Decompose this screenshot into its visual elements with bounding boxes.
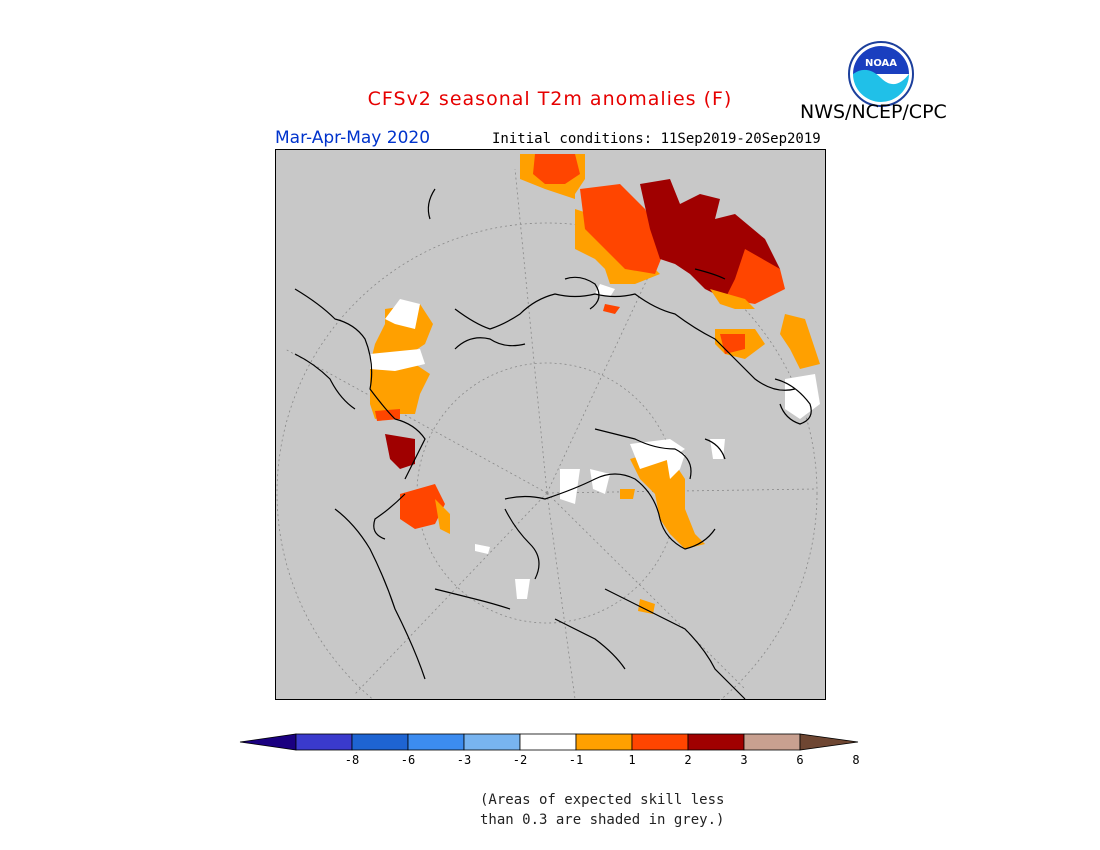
legend-bin-5 bbox=[519, 733, 577, 751]
noaa-logo-text: NOAA bbox=[865, 58, 897, 69]
legend-label-4: -1 bbox=[569, 753, 583, 767]
agency-label: NWS/NCEP/CPC bbox=[800, 101, 947, 123]
legend-bin-1 bbox=[295, 733, 353, 751]
legend-bin-9 bbox=[743, 733, 801, 751]
anomaly-shading bbox=[370, 154, 820, 614]
legend-bin-3 bbox=[407, 733, 465, 751]
legend-label-1: -6 bbox=[401, 753, 415, 767]
legend-bin-8 bbox=[687, 733, 745, 751]
legend-bin-4 bbox=[463, 733, 521, 751]
legend-bins bbox=[239, 733, 859, 751]
coastlines bbox=[294, 188, 812, 700]
legend-label-0: -8 bbox=[345, 753, 359, 767]
color-legend: -8 -6 -3 -2 -1 1 2 3 6 8 bbox=[239, 733, 860, 767]
legend-label-9: 8 bbox=[852, 753, 859, 767]
skill-note-line2: than 0.3 are shaded in grey.) bbox=[480, 812, 725, 828]
legend-label-5: 1 bbox=[628, 753, 635, 767]
legend-label-6: 2 bbox=[684, 753, 691, 767]
legend-label-2: -3 bbox=[457, 753, 471, 767]
season-label: Mar-Apr-May 2020 bbox=[275, 128, 431, 148]
legend-labels: -8 -6 -3 -2 -1 1 2 3 6 8 bbox=[345, 753, 860, 767]
legend-label-7: 3 bbox=[740, 753, 747, 767]
polar-map bbox=[275, 149, 826, 700]
legend-bin-10 bbox=[799, 733, 859, 751]
legend-bin-2 bbox=[351, 733, 409, 751]
legend-bin-6 bbox=[575, 733, 633, 751]
legend-label-3: -2 bbox=[513, 753, 527, 767]
map-title: CFSv2 seasonal T2m anomalies (F) bbox=[367, 88, 733, 110]
skill-note: (Areas of expected skill less than 0.3 a… bbox=[480, 790, 724, 830]
legend-bin-7 bbox=[631, 733, 689, 751]
noaa-logo: NOAA bbox=[848, 41, 914, 107]
legend-label-8: 6 bbox=[796, 753, 803, 767]
skill-note-line1: (Areas of expected skill less bbox=[480, 792, 725, 808]
legend-bin-0 bbox=[239, 733, 297, 751]
initial-conditions-label: Initial conditions: 11Sep2019-20Sep2019 bbox=[492, 131, 821, 147]
